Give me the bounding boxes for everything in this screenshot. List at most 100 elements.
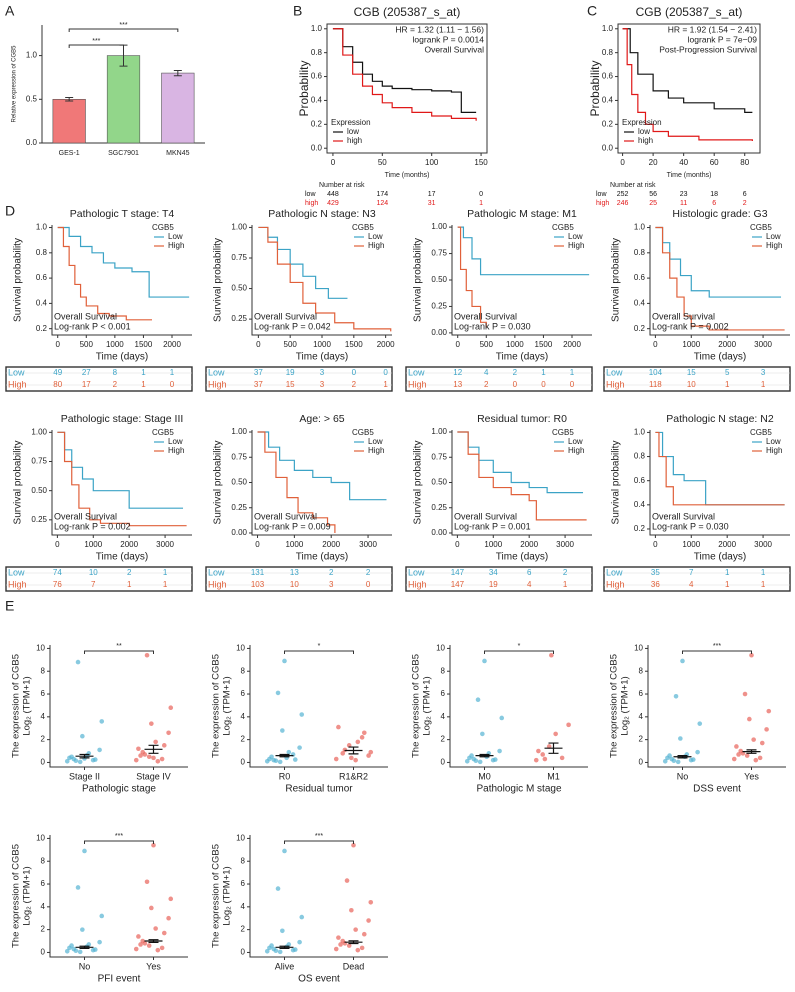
data-point (675, 759, 681, 765)
y-tick-label: 8 (241, 666, 246, 675)
data-point (482, 658, 487, 664)
y-axis-title: Probability (297, 60, 311, 116)
annotation: Overall Survival (652, 511, 715, 521)
risk-count: 27 (82, 368, 91, 377)
data-point (269, 943, 274, 948)
x-tick-label: 3000 (359, 540, 377, 549)
data-point (359, 945, 365, 951)
significance-bracket (84, 650, 154, 654)
x-tick-label: 1000 (313, 340, 331, 349)
significance-bracket (682, 650, 752, 654)
y-tick-label: 0.25 (231, 314, 247, 323)
y-tick-label: 0.50 (431, 275, 447, 284)
x-tick-label: 2000 (322, 540, 340, 549)
risk-count: 6 (743, 191, 747, 198)
risk-count: 0 (383, 368, 388, 377)
y-tick-label: 0.0 (26, 138, 38, 147)
y-axis-title: The expression of CGB5 (11, 654, 22, 758)
risk-count: 19 (286, 368, 295, 377)
data-point (75, 659, 81, 665)
annotation: Overall Survival (54, 311, 117, 321)
x-tick-label: GES-1 (59, 150, 80, 157)
y-tick-label: 0.8 (602, 48, 614, 57)
y-tick-label: 0.4 (602, 96, 614, 105)
y-tick-label: 2 (241, 735, 246, 744)
risk-count: 2 (113, 380, 118, 389)
y-tick-label: 6 (241, 879, 246, 888)
x-tick-label: Alive (275, 961, 295, 971)
y-axis-title: Survival probability (13, 238, 24, 322)
data-point (82, 848, 87, 854)
annotation: Overall Survival (254, 311, 317, 321)
survival-curve (332, 28, 477, 121)
y-tick-label: 4 (241, 712, 246, 721)
x-tick-label: 100 (425, 158, 439, 167)
annotation: Overall Survival (54, 511, 117, 521)
survival-curve (258, 226, 348, 299)
x-tick-label: R1&R2 (339, 771, 368, 781)
survival-curve (622, 28, 753, 142)
y-tick-label: 6 (639, 689, 644, 698)
data-point (742, 691, 748, 697)
data-point (353, 757, 358, 763)
y-tick-label: 1.00 (231, 223, 247, 232)
annotation: Overall Survival (454, 311, 517, 321)
risk-count: 6 (712, 200, 716, 207)
risk-count: 3 (320, 380, 325, 389)
y-tick-label: 8 (639, 666, 644, 675)
x-tick-label: 500 (480, 340, 494, 349)
risk-count: 0 (541, 380, 546, 389)
risk-count: 103 (251, 580, 265, 589)
data-point (273, 758, 279, 764)
x-tick-label: 1000 (84, 540, 102, 549)
x-tick-label: 2000 (163, 340, 181, 349)
data-point (464, 758, 470, 764)
x-tick-label: 0 (620, 158, 625, 167)
y-tick-label: 4 (241, 902, 246, 911)
chart-title: Pathologic N stage: N3 (268, 208, 376, 220)
risk-count: 1 (761, 568, 766, 577)
x-tick-label: 0 (255, 540, 260, 549)
annotation: Post-Progression Survival (659, 44, 757, 54)
y-tick-label: 0.6 (602, 72, 614, 81)
risk-count: 1 (725, 580, 730, 589)
y-tick-label: 0 (441, 758, 446, 767)
data-point (159, 945, 165, 951)
risk-count: 3 (320, 368, 325, 377)
risk-row-label: High (408, 379, 427, 389)
y-tick-label: 1.00 (231, 427, 247, 436)
annotation: Log-rank P = 0.030 (652, 521, 729, 531)
risk-count: 1 (761, 580, 766, 589)
risk-count: 1 (383, 380, 388, 389)
x-tick-label: 150 (474, 158, 488, 167)
chart-title: CGB (205387_s_at) (636, 5, 743, 19)
risk-count: 252 (617, 191, 629, 198)
risk-count: 56 (649, 191, 657, 198)
risk-count: 3 (329, 580, 334, 589)
bar (106, 55, 141, 144)
survival-curve (57, 431, 184, 509)
bar (52, 98, 86, 144)
data-point (282, 848, 287, 854)
x-axis-title: Time (days) (496, 552, 548, 563)
significance-label: *** (315, 833, 323, 840)
risk-count: 1 (570, 368, 575, 377)
y-tick-label: 0.5 (26, 94, 38, 103)
data-point (366, 753, 371, 758)
legend-label: High (168, 241, 184, 250)
risk-count: 10 (89, 568, 98, 577)
annotation: Overall Survival (254, 511, 317, 521)
risk-count: 11 (680, 200, 687, 207)
panel-label: A (5, 3, 15, 19)
y-tick-label: 0.4 (634, 299, 646, 308)
data-point (273, 948, 279, 954)
y-tick-label: 10 (36, 644, 45, 653)
y-tick-label: 6 (441, 689, 446, 698)
x-tick-label: 500 (80, 340, 94, 349)
data-point (361, 931, 367, 937)
survival-curve (655, 431, 785, 506)
x-axis-title: Time (days) (694, 352, 746, 363)
data-point (149, 721, 154, 726)
data-point (744, 753, 750, 758)
x-tick-label: 2000 (520, 540, 538, 549)
